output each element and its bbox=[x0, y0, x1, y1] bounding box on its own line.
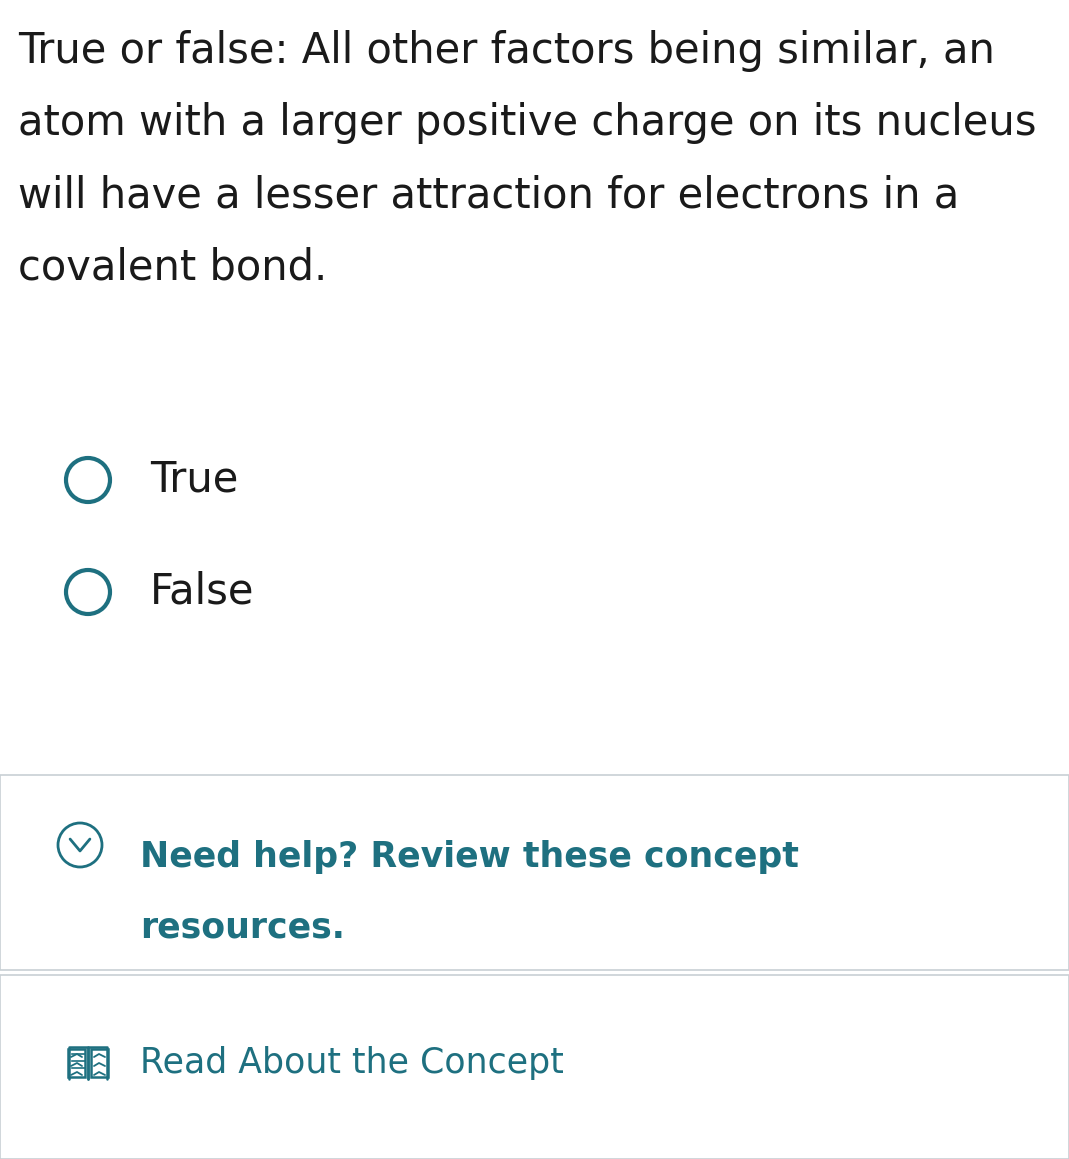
Text: atom with a larger positive charge on its nucleus: atom with a larger positive charge on it… bbox=[18, 102, 1037, 144]
Text: resources.: resources. bbox=[140, 910, 345, 943]
Bar bbox=[0, 775, 1069, 970]
Bar bbox=[91, 1049, 108, 1077]
Bar bbox=[68, 1049, 86, 1077]
Text: Need help? Review these concept: Need help? Review these concept bbox=[140, 840, 799, 874]
Text: will have a lesser attraction for electrons in a: will have a lesser attraction for electr… bbox=[18, 174, 959, 216]
Text: False: False bbox=[150, 571, 254, 613]
Text: True or false: All other factors being similar, an: True or false: All other factors being s… bbox=[18, 30, 995, 72]
Text: True: True bbox=[150, 459, 238, 501]
Bar bbox=[0, 975, 1069, 1159]
Text: Read About the Concept: Read About the Concept bbox=[140, 1047, 563, 1080]
Text: covalent bond.: covalent bond. bbox=[18, 246, 327, 287]
